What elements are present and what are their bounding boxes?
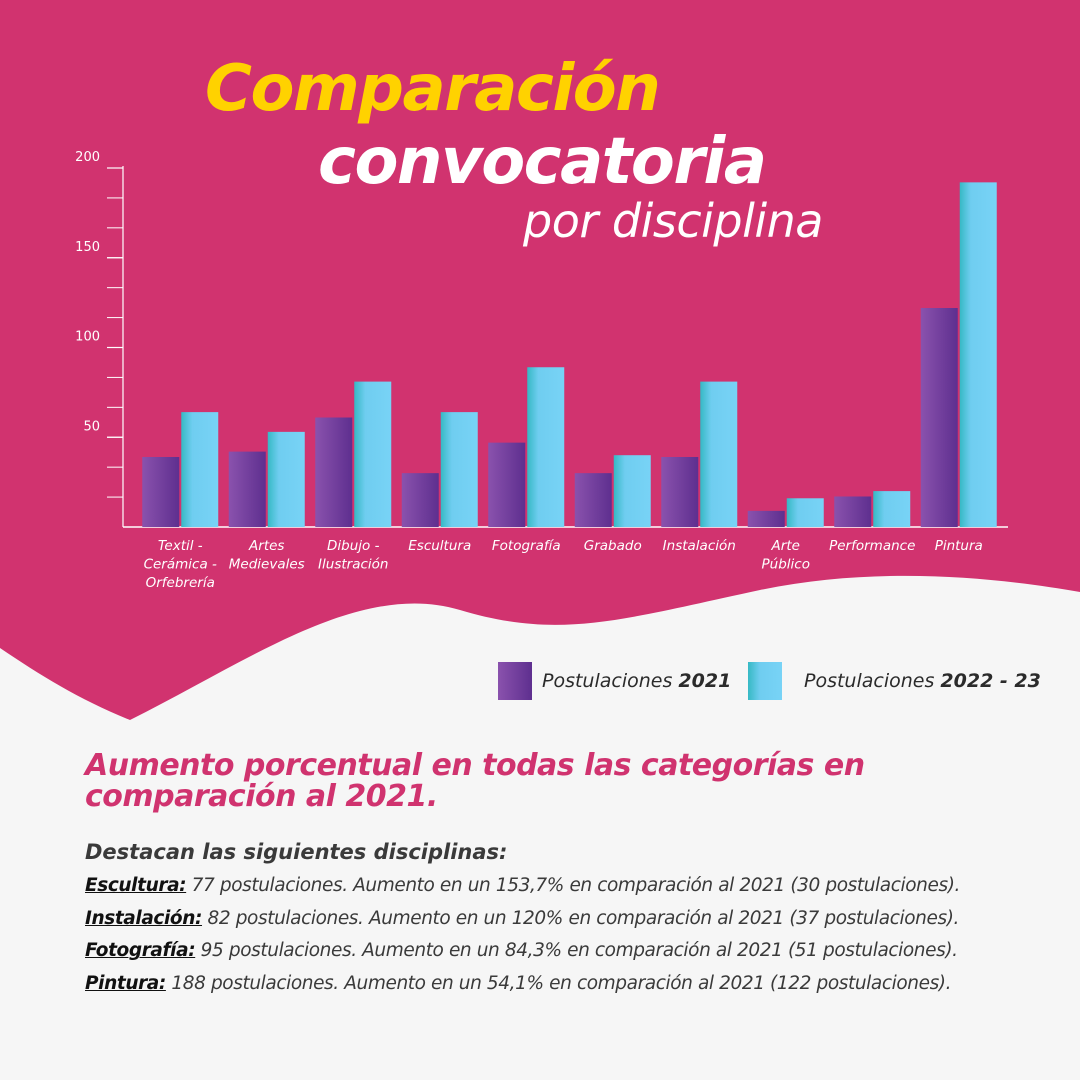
y-tick-label: 150 <box>75 240 100 255</box>
legend-item-2021: Postulaciones 2021 <box>498 662 731 700</box>
y-tick-label: 200 <box>75 150 100 165</box>
highlight-item: Fotografía: 95 postulaciones. Aumento en… <box>85 940 958 961</box>
bar-chart: 50 100 150 200 Textil -Cerámica -Orfebrería… <box>75 150 997 591</box>
highlights-heading: Destacan las siguientes disciplinas: <box>85 840 508 864</box>
x-tick-label: Escultura <box>408 538 471 554</box>
x-tick-label: Arte Público <box>762 538 810 573</box>
highlight-item: Instalación: 82 postulaciones. Aumento e… <box>85 907 960 929</box>
bar-2022-23 <box>786 498 824 527</box>
bar-2022-23 <box>613 455 651 527</box>
bar-2022-23 <box>354 381 392 527</box>
highlight-item: Pintura: 188 postulaciones. Aumento en u… <box>85 972 952 994</box>
bar-2021 <box>747 510 785 527</box>
headline: Aumento porcentual en todas las categorí… <box>85 748 865 814</box>
bar-2021 <box>488 442 526 527</box>
bar-2022-23 <box>700 381 738 527</box>
title-line-2: convocatoria <box>318 125 767 199</box>
y-tick-label: 50 <box>83 419 100 434</box>
x-tick-label: Fotografía <box>492 538 561 554</box>
highlight-item: Escultura: 77 postulaciones. Aumento en … <box>85 875 960 896</box>
chart-x-labels: Textil -Cerámica -Orfebrería Artes Medieva… <box>144 538 983 591</box>
x-tick-label: Artes Medievales <box>229 538 305 573</box>
x-tick-label: Performance <box>829 538 915 554</box>
title-line-1: Comparación <box>205 52 661 126</box>
bar-2021 <box>834 496 872 527</box>
legend-swatch-2022-23 <box>748 662 782 700</box>
bar-2022-23 <box>440 412 478 527</box>
bar-2021 <box>315 417 353 527</box>
y-tick-label: 100 <box>75 330 100 345</box>
highlights-section: Destacan las siguientes disciplinas: Esc… <box>85 840 1045 1000</box>
bar-2021 <box>574 473 612 527</box>
x-tick-label: Textil -Cerámica -Orfebrería <box>144 538 217 591</box>
x-tick-label: Grabado <box>584 538 642 554</box>
title-line-3: por disciplina <box>523 194 824 248</box>
x-tick-label: Instalación <box>663 538 736 554</box>
bar-2022-23 <box>181 412 219 527</box>
legend-label-2022-23: Postulaciones 2022 - 23 <box>804 670 1041 692</box>
bar-2021 <box>228 451 266 527</box>
x-tick-label: Pintura <box>935 538 983 554</box>
bar-2022-23 <box>527 367 565 527</box>
legend-swatch-2021 <box>498 662 532 700</box>
bar-2022-23 <box>873 491 911 527</box>
bar-2022-23 <box>267 431 305 527</box>
chart-bars <box>142 182 997 528</box>
bar-2022-23 <box>959 182 997 528</box>
background-top <box>0 0 1080 720</box>
x-tick-label: Dibujo -Ilustración <box>318 538 388 573</box>
legend-label-2021: Postulaciones 2021 <box>542 670 732 692</box>
bar-2021 <box>920 308 958 527</box>
bar-2021 <box>661 456 699 527</box>
bar-2021 <box>142 456 180 527</box>
bar-2021 <box>401 473 439 527</box>
legend-item-2022-23: Postulaciones 2022 - 23 <box>748 662 1041 700</box>
